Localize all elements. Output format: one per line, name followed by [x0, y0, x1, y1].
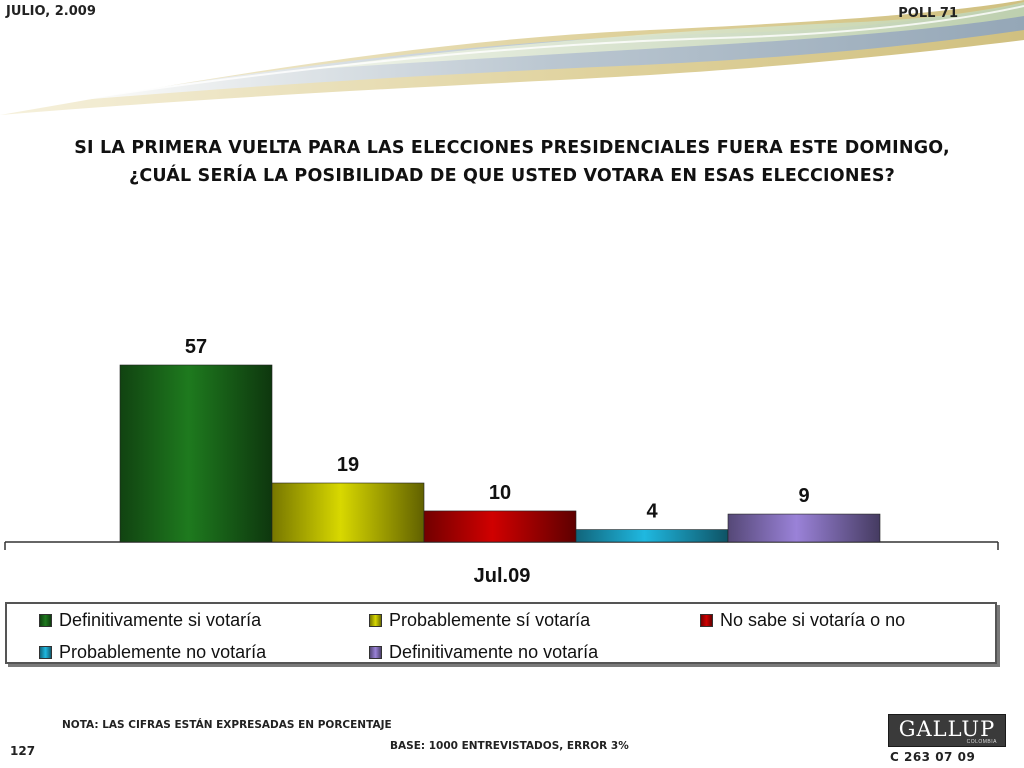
wave-band-green — [300, 2, 1024, 70]
bar-5 — [727, 513, 881, 543]
chart-title: SI LA PRIMERA VUELTA PARA LAS ELECCIONES… — [20, 134, 1004, 190]
legend-swatch-2 — [369, 614, 382, 627]
legend-label-1: Definitivamente si votaría — [59, 610, 262, 630]
legend-swatch-5 — [369, 646, 382, 659]
plot-area: 57 19 10 4 9 Jul.09 — [4, 336, 999, 587]
legend-label-4: Probablemente no votaría — [59, 642, 267, 662]
gallup-logo-text: GALLUP — [898, 717, 996, 741]
bar-value-label-2: 19 — [337, 454, 359, 476]
bar-value-label-3: 10 — [489, 482, 511, 504]
chart-title-line-1: SI LA PRIMERA VUELTA PARA LAS ELECCIONES… — [74, 138, 950, 158]
footnote-base: BASE: 1000 ENTREVISTADOS, ERROR 3% — [390, 740, 629, 752]
legend-label-5: Definitivamente no votaría — [389, 642, 599, 662]
bar-4 — [575, 529, 729, 543]
legend-label-2: Probablemente sí votaría — [389, 610, 591, 630]
bar-2 — [271, 482, 425, 543]
gallup-logo: GALLUP COLOMBIA — [888, 714, 1006, 747]
legend-item-1: Definitivamente si votaría — [39, 610, 261, 631]
legend-item-4: Probablemente no votaría — [39, 642, 266, 663]
legend-item-2: Probablemente sí votaría — [369, 610, 590, 631]
bar-value-label-5: 9 — [798, 485, 809, 507]
bar-value-label-1: 57 — [185, 336, 207, 358]
page-number: 127 — [10, 744, 36, 758]
report-date: JULIO, 2.009 — [6, 4, 96, 19]
slide-code: C 263 07 09 — [890, 750, 976, 764]
legend-swatch-4 — [39, 646, 52, 659]
legend-item-3: No sabe si votaría o no — [700, 610, 905, 631]
chart-title-line-2: ¿CUÁL SERÍA LA POSIBILIDAD DE QUE USTED … — [129, 166, 895, 186]
wave-line — [19, 5, 1024, 109]
poll-number: POLL 71 — [898, 6, 958, 21]
legend-label-3: No sabe si votaría o no — [720, 610, 906, 630]
bar-1 — [119, 364, 273, 543]
x-category-label: Jul.09 — [474, 565, 531, 587]
bar-3 — [423, 510, 577, 543]
legend-item-5: Definitivamente no votaría — [369, 642, 598, 663]
legend-swatch-3 — [700, 614, 713, 627]
bar-value-label-4: 4 — [646, 501, 658, 523]
chart-legend: Definitivamente si votaría Probablemente … — [5, 602, 997, 664]
gallup-logo-subtitle: COLOMBIA — [966, 739, 997, 745]
footnote-note: NOTA: LAS CIFRAS ESTÁN EXPRESADAS EN POR… — [62, 719, 392, 731]
header-wave-decoration — [0, 0, 1024, 115]
legend-swatch-1 — [39, 614, 52, 627]
